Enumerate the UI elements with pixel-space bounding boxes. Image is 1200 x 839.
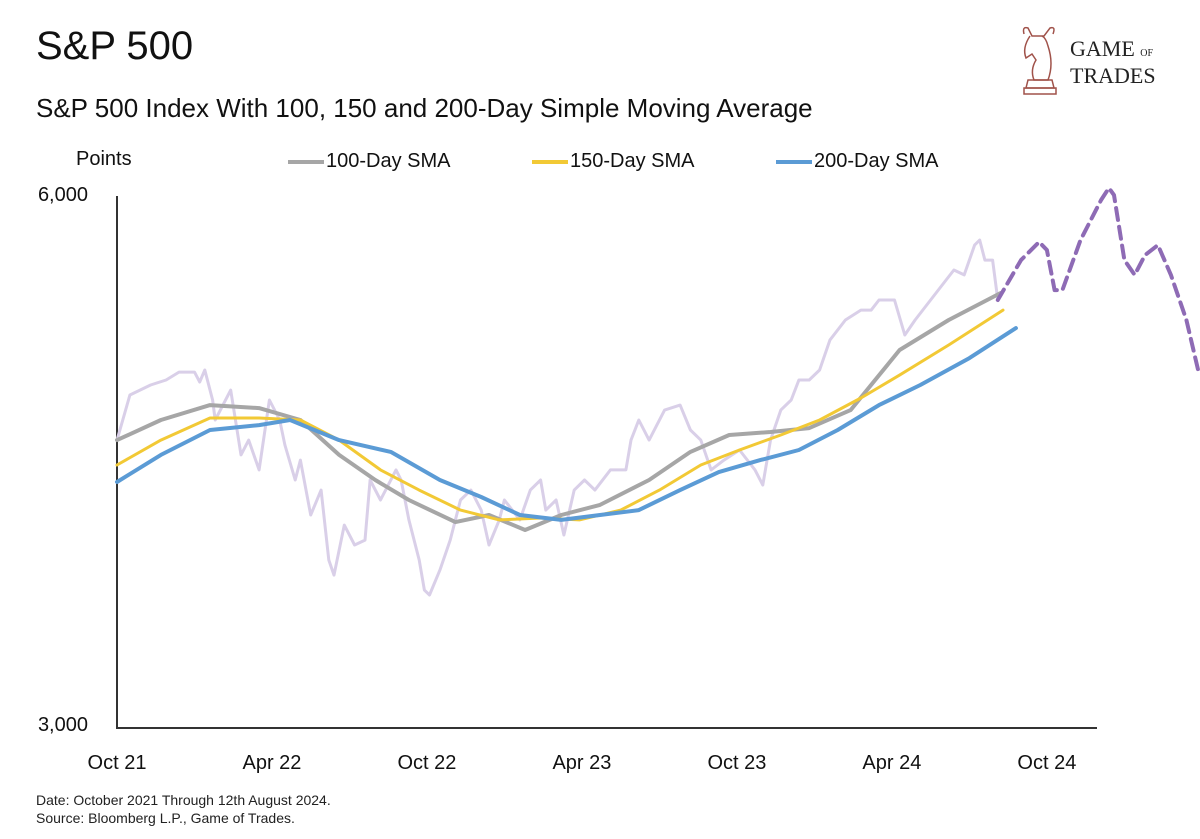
game-of-trades-logo: GAME OF TRADES	[1018, 24, 1156, 100]
footer-date: Date: October 2021 Through 12th August 2…	[36, 792, 331, 808]
chart-title: S&P 500	[36, 24, 194, 68]
legend-label: 100-Day SMA	[326, 150, 451, 172]
legend-item-200: 200-Day SMA	[776, 150, 939, 173]
x-tick-label: Apr 23	[552, 752, 612, 774]
legend-item-100: 100-Day SMA	[288, 150, 451, 173]
x-tick-label: Apr 22	[242, 752, 302, 774]
x-tick-label: Oct 22	[397, 752, 457, 774]
x-tick-label: Oct 21	[87, 752, 147, 774]
x-tick-label: Oct 23	[707, 752, 767, 774]
y-axis-label: Points	[76, 148, 132, 170]
x-tick-label: Oct 24	[1017, 752, 1077, 774]
series-line-200-day-sma	[115, 326, 1018, 522]
logo-line1: GAME	[1070, 35, 1135, 61]
legend-label: 150-Day SMA	[570, 150, 695, 172]
series-line-projection	[995, 186, 1200, 378]
bull-knight-icon	[1022, 26, 1057, 95]
legend-swatch	[776, 159, 812, 164]
footer-source: Source: Bloomberg L.P., Game of Trades.	[36, 810, 295, 826]
legend-swatch	[532, 159, 568, 164]
x-tick-label: Apr 24	[862, 752, 922, 774]
logo-line2: TRADES	[1070, 62, 1156, 88]
chart-subtitle: S&P 500 Index With 100, 150 and 200-Day …	[36, 93, 813, 123]
legend-item-150: 150-Day SMA	[532, 150, 695, 173]
logo-line1-small: OF	[1140, 47, 1154, 59]
series-line-150-day-sma	[115, 308, 1005, 522]
legend-label: 200-Day SMA	[814, 150, 939, 172]
series-line-100-day-sma	[115, 291, 1003, 532]
series-line-s-p-500	[115, 238, 1000, 597]
y-tick-label: 3,000	[37, 714, 88, 736]
y-tick-label: 6,000	[37, 184, 88, 206]
legend-swatch	[288, 159, 324, 164]
